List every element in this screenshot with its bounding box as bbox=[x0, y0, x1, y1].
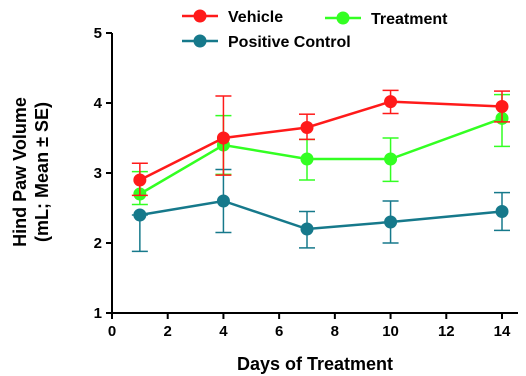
legend-marker bbox=[336, 11, 350, 25]
series-line bbox=[139, 199, 503, 231]
data-point bbox=[384, 95, 398, 109]
x-tick-label: 6 bbox=[275, 323, 283, 340]
y-tick-label: 1 bbox=[94, 305, 102, 322]
data-point bbox=[216, 131, 230, 145]
y-tick-label: 4 bbox=[94, 95, 103, 112]
y-tick-label: 3 bbox=[94, 165, 102, 182]
series-positive-control bbox=[131, 168, 510, 253]
legend-label: Vehicle bbox=[228, 9, 283, 26]
x-tick-label: 2 bbox=[164, 323, 172, 340]
legend-item-treatment: Treatment bbox=[325, 11, 448, 28]
series-treatment bbox=[131, 93, 510, 206]
data-point bbox=[133, 173, 147, 187]
y-axis-title-line1: Hind Paw Volume bbox=[10, 97, 30, 247]
data-point bbox=[133, 208, 147, 222]
series-line bbox=[139, 117, 503, 196]
data-point bbox=[495, 205, 509, 218]
data-point bbox=[300, 222, 314, 236]
y-tick-label: 2 bbox=[94, 235, 102, 252]
x-tick-label: 12 bbox=[438, 323, 455, 340]
x-tick-label: 4 bbox=[219, 323, 228, 340]
y-tick-label: 5 bbox=[94, 25, 102, 42]
legend-label: Treatment bbox=[371, 11, 448, 28]
data-point bbox=[300, 121, 314, 134]
x-tick-label: 8 bbox=[331, 323, 339, 340]
x-axis-title: Days of Treatment bbox=[237, 354, 393, 374]
data-point bbox=[216, 194, 230, 208]
y-axis-title-line2: (mL; Mean ± SE) bbox=[32, 102, 52, 242]
data-point bbox=[495, 100, 509, 113]
legend: Vehicle Treatment Positive Control bbox=[182, 9, 448, 51]
x-tick-label: 10 bbox=[382, 323, 399, 340]
legend-marker bbox=[193, 34, 207, 48]
data-point bbox=[384, 152, 398, 166]
legend-marker bbox=[193, 9, 207, 23]
data-point bbox=[384, 215, 398, 229]
x-tick-label: 0 bbox=[108, 323, 116, 340]
data-point bbox=[300, 152, 314, 166]
legend-item-positive-control: Positive Control bbox=[182, 34, 351, 51]
series-layer bbox=[131, 89, 510, 253]
legend-label: Positive Control bbox=[228, 34, 351, 51]
series-vehicle bbox=[131, 89, 510, 197]
x-tick-label: 14 bbox=[494, 323, 511, 340]
series-line bbox=[139, 100, 503, 182]
legend-item-vehicle: Vehicle bbox=[182, 9, 283, 26]
